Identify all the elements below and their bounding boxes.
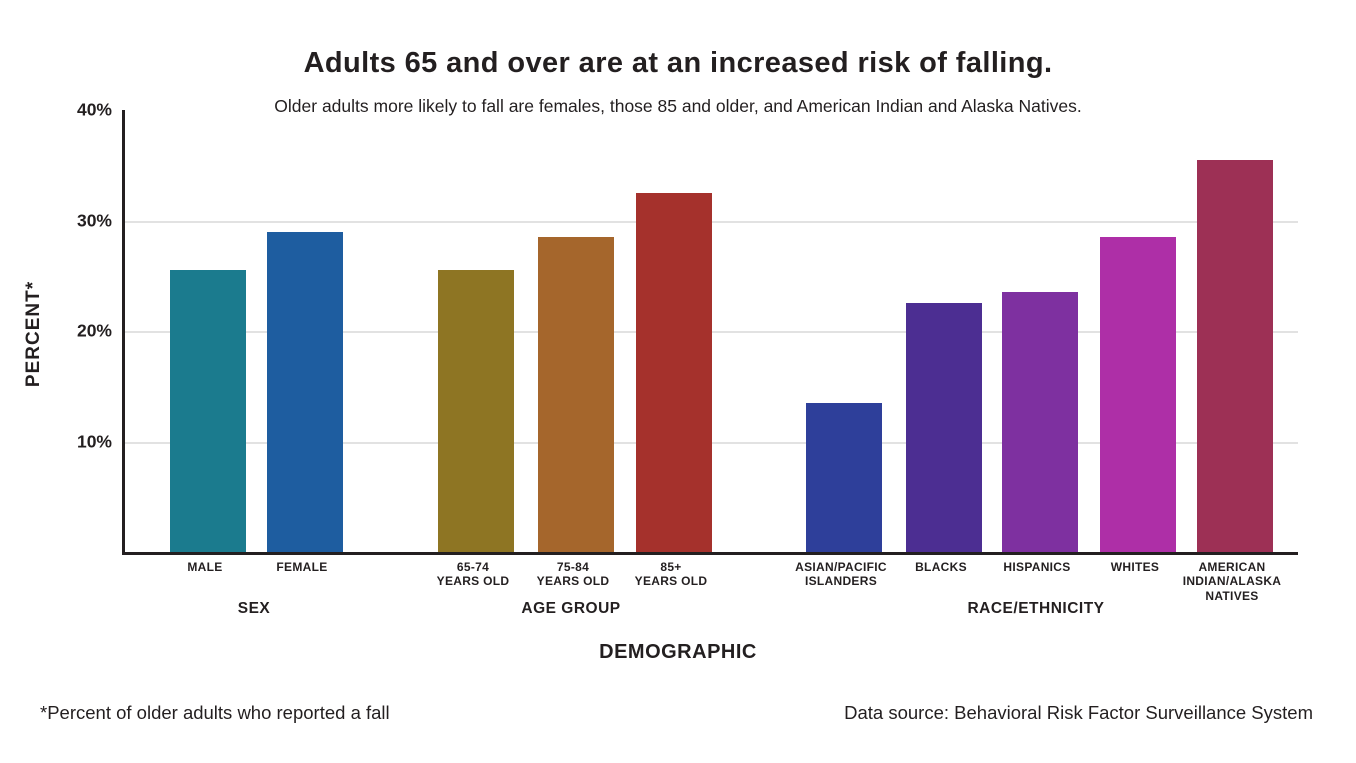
bar-asian-pacific-islanders bbox=[806, 402, 882, 552]
y-tick-10: 10% bbox=[76, 431, 112, 451]
bar-label-75-84-years-old: 75-84 YEARS OLD bbox=[536, 560, 610, 589]
bar-blacks bbox=[906, 303, 982, 552]
plot-area bbox=[122, 110, 1298, 555]
chart-title: Adults 65 and over are at an increased r… bbox=[303, 47, 1053, 79]
bar-label-blacks: BLACKS bbox=[915, 560, 967, 574]
bar-hispanics bbox=[1002, 292, 1078, 552]
bar-label-male: MALE bbox=[187, 560, 223, 574]
group-label-sex: SEX bbox=[237, 600, 271, 617]
y-tick-40: 40% bbox=[76, 99, 112, 120]
bar-65-74-years-old bbox=[438, 270, 514, 552]
bar-label-whites: WHITES bbox=[1110, 560, 1160, 574]
bar-american-indian-alaska-natives bbox=[1197, 159, 1273, 552]
bar-85-years-old bbox=[636, 192, 712, 552]
x-axis-title: DEMOGRAPHIC bbox=[599, 641, 757, 663]
chart-subtitle: Older adults more likely to fall are fem… bbox=[274, 96, 1082, 116]
bar-label-asian-pacific-islanders: ASIAN/PACIFIC ISLANDERS bbox=[795, 560, 887, 589]
bar-label-85-years-old: 85+ YEARS OLD bbox=[634, 560, 708, 589]
bar-female bbox=[267, 231, 343, 552]
bar-75-84-years-old bbox=[538, 237, 614, 552]
y-tick-20: 20% bbox=[76, 320, 112, 341]
y-tick-30: 30% bbox=[76, 210, 112, 230]
bar-whites bbox=[1100, 237, 1176, 552]
group-label-race-ethnicity: RACE/ETHNICITY bbox=[967, 600, 1105, 617]
bar-label-hispanics: HISPANICS bbox=[1003, 560, 1071, 574]
bar-label-female: FEMALE bbox=[276, 560, 328, 574]
group-label-age-group: AGE GROUP bbox=[521, 600, 621, 617]
bar-label-american-indian-alaska-natives: AMERICAN INDIAN/ALASKA NATIVES bbox=[1182, 560, 1282, 603]
footnote: *Percent of older adults who reported a … bbox=[40, 702, 390, 723]
bar-male bbox=[170, 270, 246, 552]
data-source: Data source: Behavioral Risk Factor Surv… bbox=[844, 702, 1313, 723]
bar-label-65-74-years-old: 65-74 YEARS OLD bbox=[436, 560, 510, 589]
